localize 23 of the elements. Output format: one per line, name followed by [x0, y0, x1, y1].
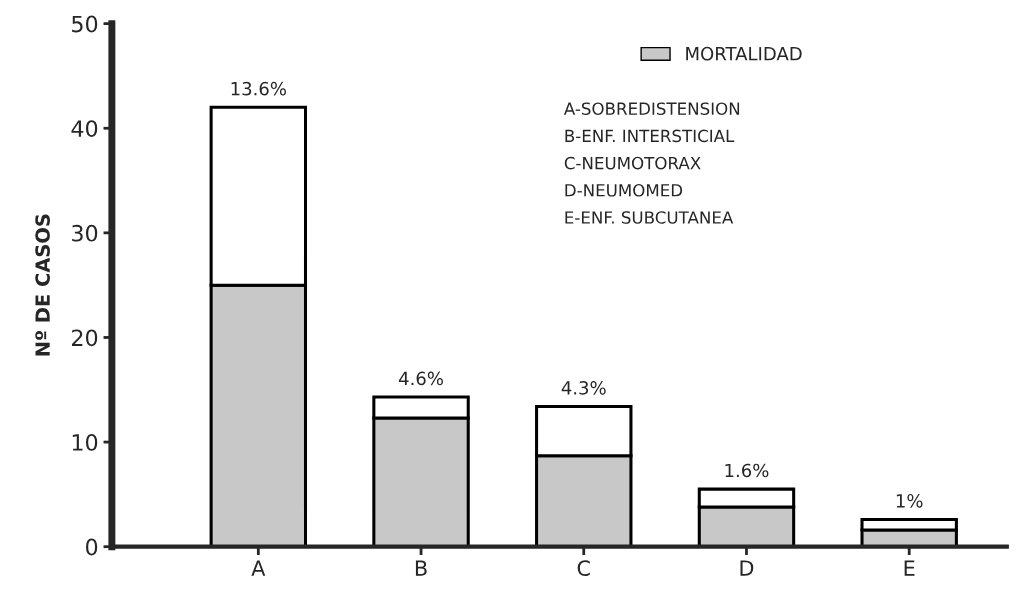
annotation: C-NEUMOTORAX: [564, 156, 701, 170]
annotation: 13.6%: [231, 81, 286, 96]
y-axis-title: Nº DE CASOS: [35, 214, 50, 356]
annotation: B-ENF. INTERSTICIAL: [565, 129, 735, 143]
annotation: 1%: [896, 493, 923, 508]
x-tick-label: E: [904, 560, 915, 576]
y-tick-label: 50: [72, 15, 98, 33]
annotation: 4.3%: [561, 381, 606, 395]
y-tick-label: 10: [72, 434, 98, 451]
y-tick-label: 30: [72, 224, 98, 242]
x-tick-label: C: [577, 560, 590, 576]
annotation: A-SOBREDISTENSION: [563, 102, 740, 115]
y-tick-label: 40: [71, 120, 98, 138]
y-tick-label: 0: [86, 538, 98, 556]
x-tick-label: B: [415, 560, 427, 576]
y-tick-label: 20: [72, 329, 98, 347]
annotation: D-NEUMOMED: [565, 183, 683, 197]
annotation: E-ENF. SUBCUTANEA: [565, 211, 734, 224]
x-tick-label: A: [251, 560, 266, 576]
legend-label: MORTALIDAD: [686, 46, 802, 61]
x-tick-label: D: [740, 560, 754, 576]
annotation: 4.6%: [398, 371, 443, 386]
annotation: 1.6%: [725, 463, 769, 478]
